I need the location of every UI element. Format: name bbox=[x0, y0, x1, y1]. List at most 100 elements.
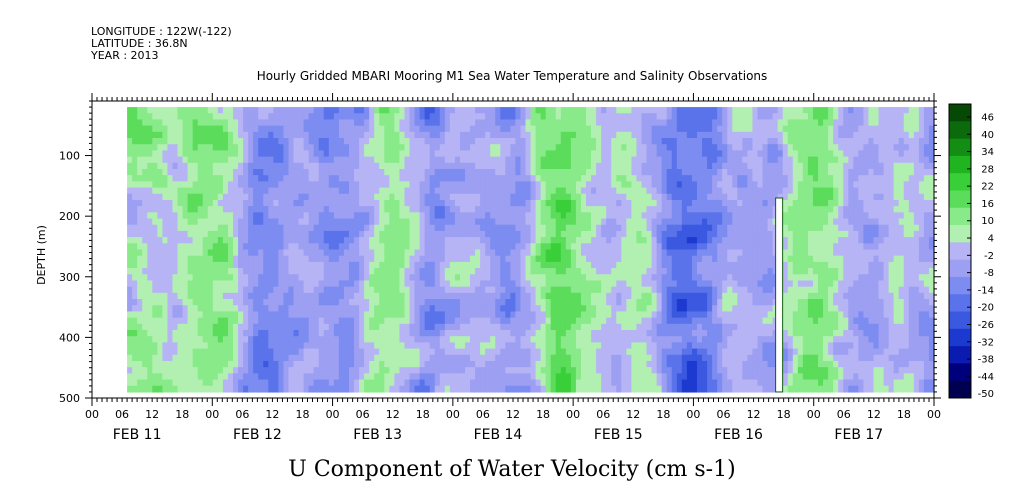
heatmap-cell bbox=[369, 268, 375, 275]
heatmap-cell bbox=[651, 237, 658, 244]
heatmap-cell bbox=[671, 131, 678, 139]
heatmap-cell bbox=[232, 138, 239, 145]
heatmap-cell bbox=[586, 175, 592, 182]
heatmap-cell bbox=[702, 292, 708, 300]
heatmap-cell bbox=[888, 162, 895, 170]
heatmap-cell bbox=[575, 237, 582, 244]
heatmap-cell bbox=[268, 187, 274, 195]
heatmap-cell bbox=[550, 292, 557, 300]
heatmap-cell bbox=[807, 237, 814, 244]
heatmap-cell bbox=[570, 274, 577, 282]
heatmap-cell bbox=[500, 144, 506, 152]
heatmap-cell bbox=[374, 125, 380, 133]
heatmap-cell bbox=[671, 119, 678, 127]
heatmap-cell bbox=[298, 206, 305, 213]
heatmap-cell bbox=[626, 255, 632, 263]
heatmap-cell bbox=[454, 125, 461, 133]
heatmap-cell bbox=[414, 168, 421, 176]
heatmap-cell bbox=[283, 193, 290, 201]
heatmap-cell bbox=[550, 168, 557, 176]
heatmap-cell bbox=[333, 261, 340, 269]
heatmap-cell bbox=[903, 243, 910, 251]
heatmap-cell bbox=[389, 268, 395, 275]
heatmap-cell bbox=[207, 168, 214, 176]
heatmap-cell bbox=[686, 113, 693, 121]
heatmap-cell bbox=[818, 175, 824, 182]
heatmap-cell bbox=[227, 230, 234, 238]
heatmap-cell bbox=[621, 280, 627, 288]
heatmap-cell bbox=[621, 243, 627, 251]
heatmap-cell bbox=[570, 150, 577, 158]
heatmap-cell bbox=[671, 230, 678, 238]
heatmap-cell bbox=[409, 243, 416, 251]
heatmap-cell bbox=[137, 224, 143, 232]
heatmap-cell bbox=[293, 125, 300, 133]
heatmap-cell bbox=[384, 292, 390, 300]
heatmap-cell bbox=[646, 144, 653, 152]
heatmap-cell bbox=[490, 261, 496, 269]
heatmap-cell bbox=[409, 224, 416, 232]
heatmap-cell bbox=[374, 138, 380, 145]
heatmap-cell bbox=[263, 249, 269, 257]
heatmap-cell bbox=[928, 107, 935, 114]
heatmap-cell bbox=[782, 261, 789, 269]
heatmap-cell bbox=[439, 274, 446, 282]
heatmap-cell bbox=[918, 274, 925, 282]
heatmap-cell bbox=[586, 131, 592, 139]
heatmap-cell bbox=[152, 113, 158, 121]
heatmap-cell bbox=[520, 131, 527, 139]
heatmap-cell bbox=[323, 175, 330, 182]
heatmap-cell bbox=[898, 113, 905, 121]
heatmap-cell bbox=[263, 150, 269, 158]
heatmap-cell bbox=[843, 107, 849, 114]
heatmap-cell bbox=[691, 125, 698, 133]
heatmap-cell bbox=[137, 181, 143, 189]
heatmap-cell bbox=[691, 113, 698, 121]
heatmap-cell bbox=[273, 107, 279, 114]
heatmap-cell bbox=[580, 212, 587, 220]
heatmap-cell bbox=[863, 138, 870, 145]
heatmap-cell bbox=[601, 230, 607, 238]
heatmap-cell bbox=[807, 138, 814, 145]
heatmap-cell bbox=[389, 255, 395, 263]
heatmap-cell bbox=[812, 224, 819, 232]
heatmap-cell bbox=[202, 113, 209, 121]
heatmap-cell bbox=[646, 138, 653, 145]
heatmap-cell bbox=[717, 237, 723, 244]
heatmap-cell bbox=[742, 268, 748, 275]
heatmap-cell bbox=[409, 150, 416, 158]
heatmap-cell bbox=[480, 125, 486, 133]
heatmap-cell bbox=[243, 243, 249, 251]
heatmap-cell bbox=[858, 199, 864, 207]
heatmap-cell bbox=[782, 212, 789, 220]
heatmap-cell bbox=[258, 237, 264, 244]
heatmap-cell bbox=[873, 175, 880, 182]
heatmap-cell bbox=[172, 261, 179, 269]
heatmap-cell bbox=[298, 138, 305, 145]
heatmap-cell bbox=[232, 255, 239, 263]
heatmap-cell bbox=[742, 107, 748, 114]
heatmap-cell bbox=[364, 268, 370, 275]
heatmap-cell bbox=[696, 224, 703, 232]
heatmap-cell bbox=[202, 280, 209, 288]
heatmap-cell bbox=[485, 107, 491, 114]
heatmap-cell bbox=[495, 268, 501, 275]
heatmap-cell bbox=[550, 286, 557, 294]
heatmap-cell bbox=[364, 206, 370, 213]
heatmap-cell bbox=[611, 224, 617, 232]
heatmap-cell bbox=[565, 125, 572, 133]
heatmap-cell bbox=[787, 119, 794, 127]
heatmap-cell bbox=[197, 181, 204, 189]
heatmap-cell bbox=[439, 168, 446, 176]
heatmap-cell bbox=[369, 187, 375, 195]
heatmap-cell bbox=[485, 292, 491, 300]
heatmap-cell bbox=[797, 125, 804, 133]
heatmap-cell bbox=[127, 138, 133, 145]
heatmap-cell bbox=[399, 175, 406, 182]
heatmap-cell bbox=[878, 212, 885, 220]
heatmap-cell bbox=[702, 113, 708, 121]
heatmap-cell bbox=[767, 206, 774, 213]
heatmap-cell bbox=[313, 193, 320, 201]
heatmap-cell bbox=[495, 125, 501, 133]
heatmap-cell bbox=[217, 206, 224, 213]
